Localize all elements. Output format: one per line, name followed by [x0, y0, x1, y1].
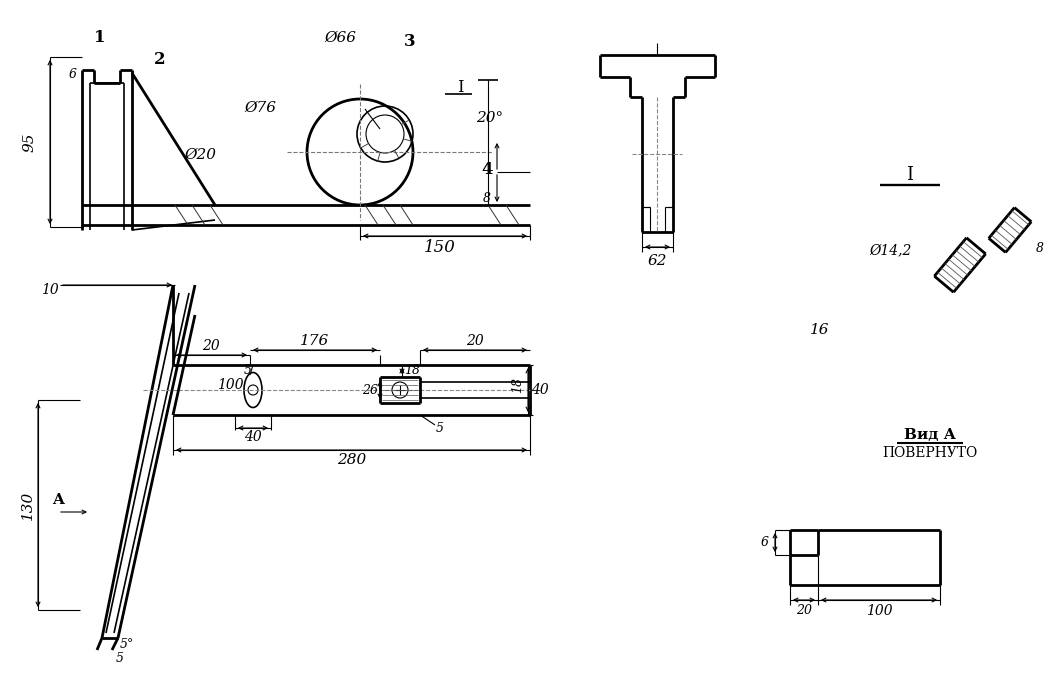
- Text: 20: 20: [202, 339, 220, 353]
- Text: 8: 8: [1036, 241, 1044, 255]
- Text: 18: 18: [404, 365, 420, 377]
- Text: 20: 20: [467, 334, 484, 348]
- Text: 6: 6: [69, 69, 77, 82]
- Text: 100: 100: [217, 378, 243, 392]
- Text: 8: 8: [484, 191, 491, 204]
- Text: 5: 5: [436, 421, 444, 435]
- Text: 150: 150: [424, 239, 456, 257]
- Text: 2: 2: [154, 51, 166, 69]
- Text: 280: 280: [338, 453, 367, 467]
- Text: Ø14,2: Ø14,2: [869, 243, 911, 257]
- Text: 5: 5: [244, 363, 252, 377]
- Text: 4: 4: [481, 162, 493, 179]
- Text: Ø76: Ø76: [244, 101, 276, 115]
- Text: Ø66: Ø66: [324, 31, 355, 45]
- Text: 40: 40: [244, 430, 262, 444]
- Text: 20°: 20°: [476, 111, 504, 125]
- Text: 1: 1: [94, 30, 106, 47]
- Text: 40: 40: [531, 383, 549, 397]
- Text: 130: 130: [21, 491, 35, 520]
- Text: ПОВЕРНУТО: ПОВЕРНУТО: [882, 446, 978, 460]
- Text: I: I: [907, 166, 913, 184]
- Text: 100: 100: [865, 604, 892, 618]
- Text: 16: 16: [810, 323, 829, 337]
- Text: 6: 6: [761, 536, 769, 549]
- Text: Ø20: Ø20: [184, 148, 216, 162]
- Text: A: A: [52, 493, 63, 507]
- Text: 5: 5: [116, 652, 124, 665]
- Text: 26: 26: [362, 384, 378, 396]
- Text: 176: 176: [300, 334, 330, 348]
- Text: 5°: 5°: [120, 638, 134, 652]
- Text: 3: 3: [404, 34, 416, 51]
- Text: I: I: [457, 80, 463, 96]
- Text: 18: 18: [511, 377, 525, 393]
- Text: Вид А: Вид А: [904, 428, 956, 442]
- Text: 20: 20: [796, 605, 811, 617]
- Text: 62: 62: [647, 254, 667, 268]
- Text: 95: 95: [23, 132, 37, 152]
- Text: 10: 10: [41, 283, 59, 297]
